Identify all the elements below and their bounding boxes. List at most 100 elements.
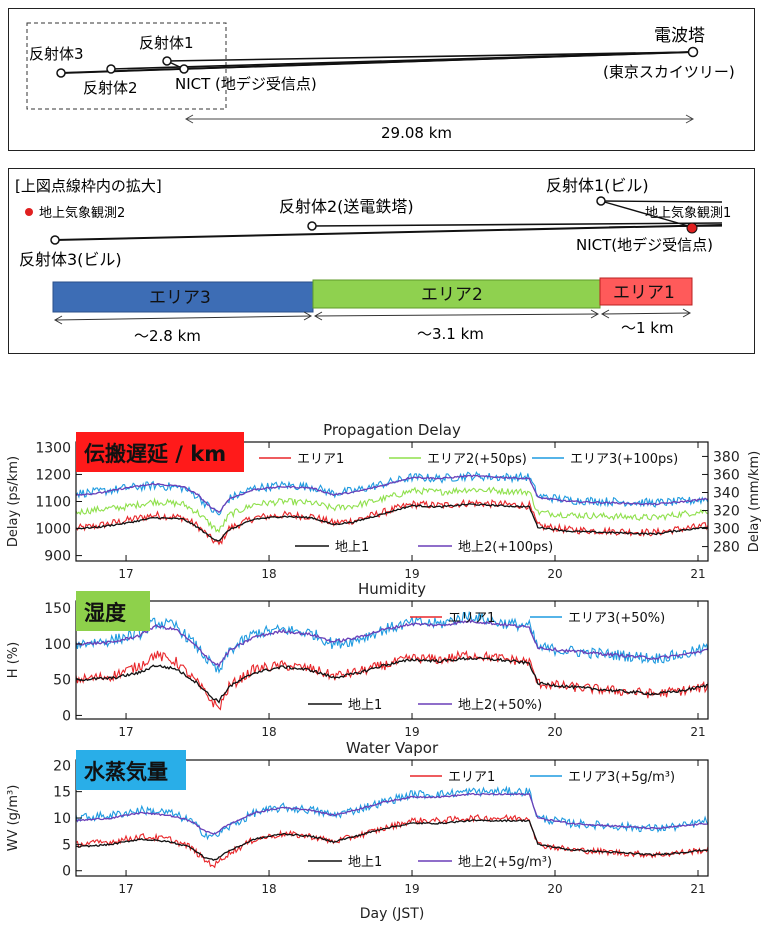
y-tick-label: 100	[44, 637, 71, 653]
x-tick-label: 19	[404, 567, 419, 581]
zoom-distance-arrows	[53, 308, 692, 325]
series-line	[76, 792, 708, 835]
plot-frame	[75, 441, 709, 562]
x-tick-label: 20	[547, 725, 562, 739]
zpath-direct	[608, 225, 723, 228]
legend-label: エリア3(+100ps)	[570, 452, 678, 467]
y-tick-label: 900	[44, 549, 71, 565]
label-obs2: 地上気象観測2	[39, 205, 125, 221]
legend-label: 地上1	[348, 698, 382, 713]
legend-item: エリア1	[410, 611, 495, 626]
chart-panel-2: Humidity 0 50 100 150 H (%) 17 18 19 20 21 湿度 エリア1 エリ…	[6, 580, 709, 739]
x-tick-label: 19	[404, 882, 419, 896]
x-axis-label: Day (JST)	[360, 906, 425, 922]
series-line	[76, 618, 708, 669]
legend-item: 地上2(+100ps)	[418, 540, 553, 555]
area3-label: エリア3	[149, 288, 211, 308]
series-line	[76, 486, 708, 534]
x-tick-label: 21	[690, 567, 705, 581]
legend-item: エリア1	[259, 452, 344, 467]
legend-item: エリア3(+5g/m³)	[530, 770, 675, 785]
series-line	[76, 814, 708, 869]
label-nict: NICT (地デジ受信点)	[175, 75, 317, 93]
y-tick-label: 20	[53, 758, 71, 774]
legend-item: 地上1	[295, 540, 369, 555]
y-tick-label: 1300	[35, 440, 71, 456]
zoom-heading: [上図点線枠内の拡大]	[15, 177, 162, 195]
reflector3-marker	[56, 68, 66, 78]
x-tick-label: 20	[547, 567, 562, 581]
area2-label: エリア2	[421, 285, 483, 305]
y-tick-label: 1100	[35, 495, 71, 511]
series-line	[76, 656, 708, 704]
area1-bar	[599, 277, 693, 306]
x-tick-label: 21	[690, 725, 705, 739]
y-tick-label: 15	[53, 785, 71, 801]
y-right-tick-label: 300	[713, 522, 740, 538]
series-line	[76, 474, 708, 514]
obs2-marker	[25, 208, 33, 216]
series-line	[76, 503, 708, 542]
y-tick-label: 0	[62, 864, 71, 880]
obs1-marker	[686, 222, 698, 234]
zlabel-nict: NICT(地デジ受信点)	[576, 236, 713, 254]
legend-label: エリア1	[448, 770, 495, 785]
badge-bg	[76, 432, 244, 472]
nict-marker	[179, 64, 189, 74]
legend-item: エリア2(+50ps)	[389, 452, 527, 467]
label-tower-sub: (東京スカイツリー)	[603, 63, 735, 81]
zpath-r2	[311, 222, 723, 227]
area2-bar	[312, 279, 601, 309]
legend-item: 地上2(+50%)	[418, 698, 542, 713]
zreflector1-marker	[596, 196, 606, 206]
area1-label: エリア1	[613, 283, 675, 303]
path-r1	[166, 51, 694, 62]
zreflector3-marker	[50, 235, 60, 245]
legend-label: 地上2(+5g/m³)	[458, 855, 552, 870]
y-right-tick-label: 320	[713, 504, 740, 520]
y-tick-label: 50	[53, 673, 71, 689]
tower-marker	[687, 46, 699, 58]
chart-badge: 水蒸気量	[76, 750, 186, 790]
legend-item: 地上2(+5g/m³)	[418, 855, 552, 870]
y-axis-label: Delay (ps/km)	[6, 456, 21, 547]
series-group	[76, 471, 708, 546]
y-tick-label: 150	[44, 601, 71, 617]
label-reflector2: 反射体2	[83, 79, 138, 97]
badge-label: 湿度	[84, 601, 126, 625]
y-right-tick-label: 380	[713, 449, 740, 465]
x-tick-label: 17	[118, 725, 133, 739]
x-tick-label: 21	[690, 882, 705, 896]
series-group	[76, 610, 708, 711]
legend-label: 地上2(+50%)	[458, 698, 542, 713]
y-tick-label: 0	[62, 708, 71, 724]
y-axis-label: H (%)	[6, 642, 21, 678]
x-tick-label: 17	[118, 567, 133, 581]
y-tick-label: 1200	[35, 467, 71, 483]
legend-item: エリア3(+50%)	[530, 611, 665, 626]
chart-badge: 湿度	[76, 591, 150, 631]
x-tick-label: 18	[261, 725, 276, 739]
series-line	[76, 471, 708, 516]
chart-title: Humidity	[358, 580, 426, 598]
legend-label: エリア2(+50ps)	[427, 452, 527, 467]
plot-frame	[75, 759, 709, 877]
dist-area1: ～1 km	[621, 319, 674, 337]
y-tick-label: 1000	[35, 522, 71, 538]
y-right-tick-label: 360	[713, 467, 740, 483]
reflector2-marker	[106, 64, 116, 74]
dist-area3: ～2.8 km	[134, 327, 201, 345]
zpath-r1b	[600, 200, 693, 228]
badge-bg	[76, 750, 186, 790]
legend-item: エリア1	[410, 770, 495, 785]
map-overview: 反射体3 反射体1 反射体2 NICT (地デジ受信点) 電波塔 (東京スカイツ…	[8, 8, 755, 151]
x-tick-label: 18	[261, 567, 276, 581]
legend-item: エリア3(+100ps)	[532, 452, 678, 467]
zlabel-reflector3: 反射体3(ビル)	[19, 250, 122, 269]
path-r3-rx	[60, 68, 185, 74]
x-tick-label: 19	[404, 725, 419, 739]
plot-frame	[75, 600, 709, 720]
legend-label: 地上1	[348, 855, 382, 870]
y-axis-label: WV (g/m³)	[6, 785, 21, 852]
series-line	[76, 498, 708, 546]
